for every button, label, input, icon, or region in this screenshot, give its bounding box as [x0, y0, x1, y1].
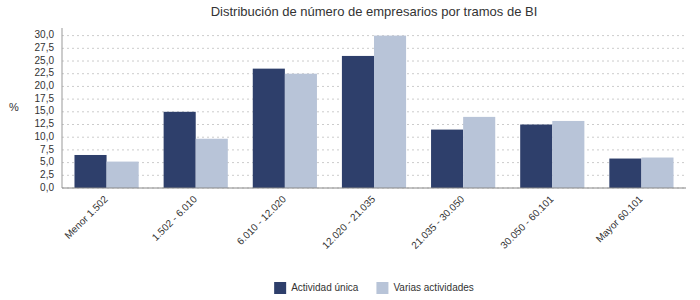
- y-tick-label: 17,5: [35, 93, 55, 104]
- x-tick-label: Mayor 60.101: [594, 193, 645, 244]
- grid: [62, 36, 686, 188]
- bar: [431, 130, 463, 188]
- y-tick-label: 12,5: [35, 118, 55, 129]
- legend: Actividad única Varias actividades: [274, 282, 474, 294]
- y-tick-label: 20,0: [35, 80, 55, 91]
- chart: Distribución de número de empresarios po…: [0, 0, 700, 300]
- bar: [641, 158, 673, 188]
- bar: [164, 112, 196, 188]
- bar: [552, 121, 584, 188]
- bar: [374, 36, 406, 188]
- y-tick-label: 30,0: [35, 29, 55, 40]
- bar: [74, 155, 106, 188]
- y-tick-label: 10,0: [35, 131, 55, 142]
- x-tick-label: 12.020 - 21.035: [320, 193, 378, 251]
- legend-swatch: [274, 282, 286, 294]
- x-tick-label: 1.502 - 6.010: [150, 193, 200, 243]
- x-tick-label: 6.010 - 12.020: [235, 193, 289, 247]
- x-tick-label: 21.035 - 30.050: [409, 193, 467, 251]
- bar: [253, 69, 285, 188]
- bar: [196, 139, 228, 188]
- x-axis-line: [62, 188, 686, 189]
- legend-label: Actividad única: [291, 282, 359, 293]
- bar: [342, 56, 374, 188]
- y-tick-label: 7,5: [40, 144, 54, 155]
- bar: [609, 159, 641, 188]
- y-tick-label: 0,0: [40, 182, 54, 193]
- y-axis-line: [62, 28, 63, 188]
- y-tick-label: 15,0: [35, 105, 55, 116]
- legend-label: Varias actividades: [393, 282, 473, 293]
- y-tick-label: 2,5: [40, 169, 54, 180]
- chart-container: Distribución de número de empresarios po…: [0, 0, 700, 300]
- bars: [74, 36, 673, 188]
- y-tick-label: 22,5: [35, 67, 55, 78]
- grid-line: [62, 188, 686, 189]
- bar: [285, 74, 317, 188]
- y-tick-label: 5,0: [40, 156, 54, 167]
- bar: [107, 162, 139, 188]
- y-tick-label: 27,5: [35, 42, 55, 53]
- x-tick-label: 30.050 - 60.101: [498, 193, 556, 251]
- y-tick-label: 25,0: [35, 55, 55, 66]
- legend-swatch: [376, 282, 388, 294]
- x-tick-label: Menor 1.502: [62, 193, 110, 241]
- y-axis-label: %: [9, 101, 19, 113]
- bar: [520, 125, 552, 188]
- bar: [463, 117, 495, 188]
- title: Distribución de número de empresarios po…: [211, 4, 538, 19]
